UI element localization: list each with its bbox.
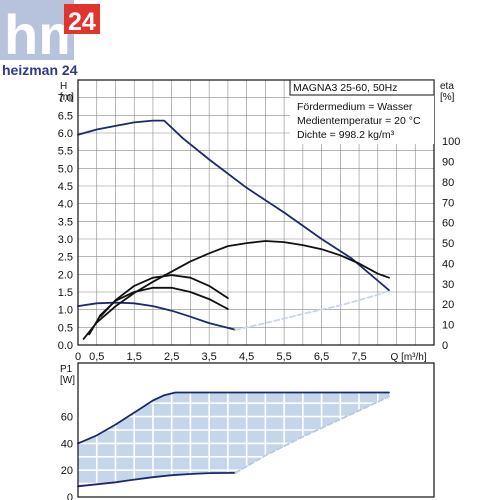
chart-title: MAGNA3 25-60, 50Hz [293, 82, 397, 94]
y-tick-label: 0.0 [58, 340, 73, 352]
info-title-box [289, 79, 435, 96]
x-tick-label: 4,5 [239, 351, 254, 363]
y-tick-label: 2.5 [58, 252, 73, 264]
y2-tick-label: 20 [442, 299, 454, 311]
series-line-0 [77, 119, 390, 292]
series-line-4 [88, 286, 229, 336]
y-tick-label: 5.5 [58, 146, 73, 158]
power-y-tick-label: 20 [61, 465, 73, 477]
series-line-3 [99, 274, 229, 318]
info-line-medium: Fördermedium = Wasser [297, 101, 413, 113]
top-plot-frame [77, 79, 435, 346]
x-tick-label: 2,5 [164, 351, 179, 363]
power-y-tick-label: 0 [67, 492, 73, 500]
y-tick-label: 4.0 [58, 199, 73, 211]
power-y-tick-label: 40 [61, 438, 73, 450]
logo-block [0, 0, 74, 60]
bottom-series-group [77, 391, 390, 488]
head-efficiency-chart: 0.0 0.5 1.0 1.5 2.0 2.5 3.0 3.5 4.0 4.5 5.0 5.5 6.0 6… [58, 79, 460, 363]
y2-tick-label: 90 [442, 157, 454, 169]
info-line-temperature: Medientemperatur = 20 °C [297, 115, 421, 127]
logo-number-text: 24 [68, 8, 96, 36]
y2-tick-label: 40 [442, 258, 454, 270]
y-axis-label-right: eta [%] [440, 81, 455, 103]
y2-tick-label: 70 [442, 197, 454, 209]
y-tick-label: 4.5 [58, 181, 73, 193]
y-tick-label: 5.0 [58, 163, 73, 175]
y-tick-label: 2.0 [58, 269, 73, 281]
series-line-5 [234, 289, 390, 331]
brand-logo: hm 24 heizman 24 [0, 0, 102, 80]
y-tick-label: 3.5 [58, 216, 73, 228]
top-y-tick-labels: 0.0 0.5 1.0 1.5 2.0 2.5 3.0 3.5 4.0 4.5 5.0 5.5 6.0 6… [58, 93, 73, 352]
y2-tick-label: 100 [442, 136, 460, 148]
y-tick-label: 6.5 [58, 110, 73, 122]
power-series-line-2 [234, 395, 390, 474]
series-line-2 [82, 240, 390, 340]
x-axis-label: Q [m³/h] [391, 352, 427, 363]
power-axis-label: P1 [W] [60, 364, 75, 386]
power-y-tick-label: 60 [61, 412, 73, 424]
y2-tick-label: 30 [442, 279, 454, 291]
x-tick-label: 5,5 [276, 351, 291, 363]
logo-caption-text: heizman 24 [2, 62, 78, 78]
y2-tick-label: 80 [442, 177, 454, 189]
y2-tick-label: 60 [442, 218, 454, 230]
y-tick-label: 1.5 [58, 287, 73, 299]
y-tick-label: 6.0 [58, 128, 73, 140]
info-line-density: Dichte = 998.2 kg/m³ [297, 129, 395, 141]
x-tick-label: 1,5 [127, 351, 142, 363]
series-line-1 [77, 301, 237, 331]
y-tick-label: 3.0 [58, 234, 73, 246]
y-tick-label: 7.0 [58, 93, 73, 105]
y-tick-label: 0.5 [58, 322, 73, 334]
logo-badge [64, 4, 100, 34]
x-tick-label: 7,5 [351, 351, 366, 363]
x-tick-label: 0 [75, 351, 81, 363]
top-y2-tick-labels: 0 10 20 30 40 50 60 70 80 90 100 [442, 136, 460, 352]
info-box: MAGNA3 25-60, 50Hz Fördermedium = Wasser… [289, 79, 435, 144]
x-tick-label: 3,5 [202, 351, 217, 363]
power-chart: 0 20 40 60 P1 [W] [60, 362, 435, 500]
y-axis-label-left: H [m] [60, 81, 74, 103]
power-series-line-0 [77, 391, 390, 445]
y2-tick-label: 50 [442, 238, 454, 250]
bottom-y-tick-labels: 0 20 40 60 [61, 412, 73, 500]
top-series-group [77, 119, 390, 340]
power-series-line-1 [77, 471, 237, 488]
bottom-plot-frame [77, 362, 435, 498]
x-tick-label: 0,5 [89, 351, 104, 363]
y2-tick-label: 10 [442, 320, 454, 332]
y-tick-label: 1.0 [58, 305, 73, 317]
top-x-tick-labels: 0 0,5 1,5 2,5 3,5 4,5 5,5 6,5 7,5 Q [m³/h] [75, 351, 427, 363]
y2-tick-label: 0 [442, 340, 448, 352]
x-tick-label: 6,5 [314, 351, 329, 363]
